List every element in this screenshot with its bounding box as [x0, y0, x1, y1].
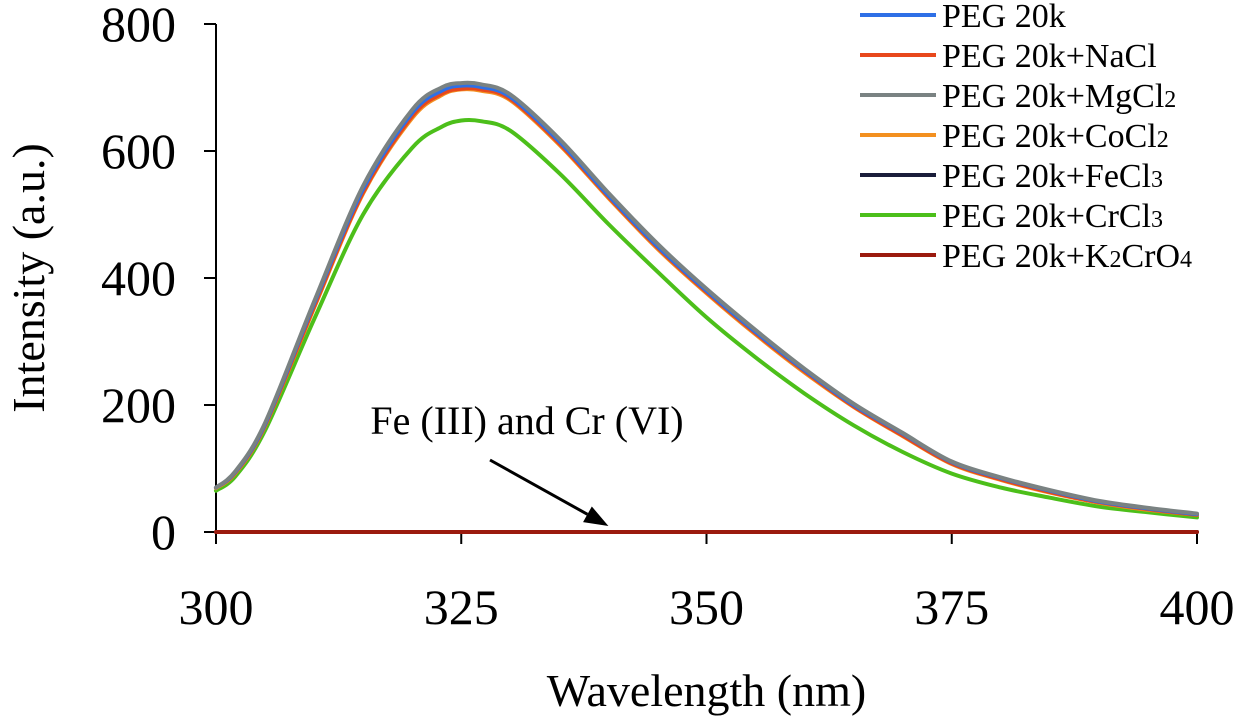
- y-tick-label: 400: [101, 250, 176, 306]
- legend-label: PEG 20k+MgCl2: [942, 78, 1176, 115]
- x-tick-label: 300: [179, 579, 254, 635]
- legend-label: PEG 20k+FeCl3: [942, 158, 1163, 195]
- legend-label: PEG 20k+K2CrO4: [942, 238, 1192, 275]
- x-tick-label: 350: [669, 579, 744, 635]
- legend-label: PEG 20k: [942, 0, 1066, 35]
- series-line-3: [214, 80, 1199, 516]
- legend-label: PEG 20k+CoCl2: [942, 118, 1169, 155]
- y-ticks: 0 200 400 600 800: [101, 0, 216, 560]
- annotation-arrow: [489, 458, 589, 516]
- y-tick-label: 800: [101, 0, 176, 52]
- y-tick-label: 600: [101, 123, 176, 179]
- legend-item: PEG 20k+CoCl2: [860, 118, 1169, 155]
- legend-label: PEG 20k+NaCl: [942, 38, 1157, 75]
- annotation-arrowhead: [583, 506, 609, 526]
- x-ticks: 300 325 350 375 400: [179, 532, 1235, 635]
- x-tick-label: 325: [424, 579, 499, 635]
- annotation: Fe (III) and Cr (VI): [370, 398, 684, 526]
- annotation-text: Fe (III) and Cr (VI): [370, 398, 683, 443]
- y-tick-label: 200: [101, 377, 176, 433]
- legend-item: PEG 20k+FeCl3: [860, 158, 1163, 195]
- y-axis-title: Intensity (a.u.): [3, 143, 54, 413]
- x-tick-label: 375: [914, 579, 989, 635]
- legend-label: PEG 20k+CrCl3: [942, 198, 1163, 235]
- series-line-6: [214, 117, 1199, 520]
- legend-item: PEG 20k+K2CrO4: [860, 238, 1192, 275]
- legend-item: PEG 20k+MgCl2: [860, 78, 1176, 115]
- series-lines: [214, 80, 1199, 534]
- legend-item: PEG 20k: [860, 0, 1066, 35]
- legend-item: PEG 20k+NaCl: [860, 38, 1157, 75]
- legend-item: PEG 20k+CrCl3: [860, 198, 1163, 235]
- y-tick-label: 0: [151, 504, 176, 560]
- x-tick-label: 400: [1160, 579, 1235, 635]
- x-axis-title: Wavelength (nm): [547, 665, 866, 716]
